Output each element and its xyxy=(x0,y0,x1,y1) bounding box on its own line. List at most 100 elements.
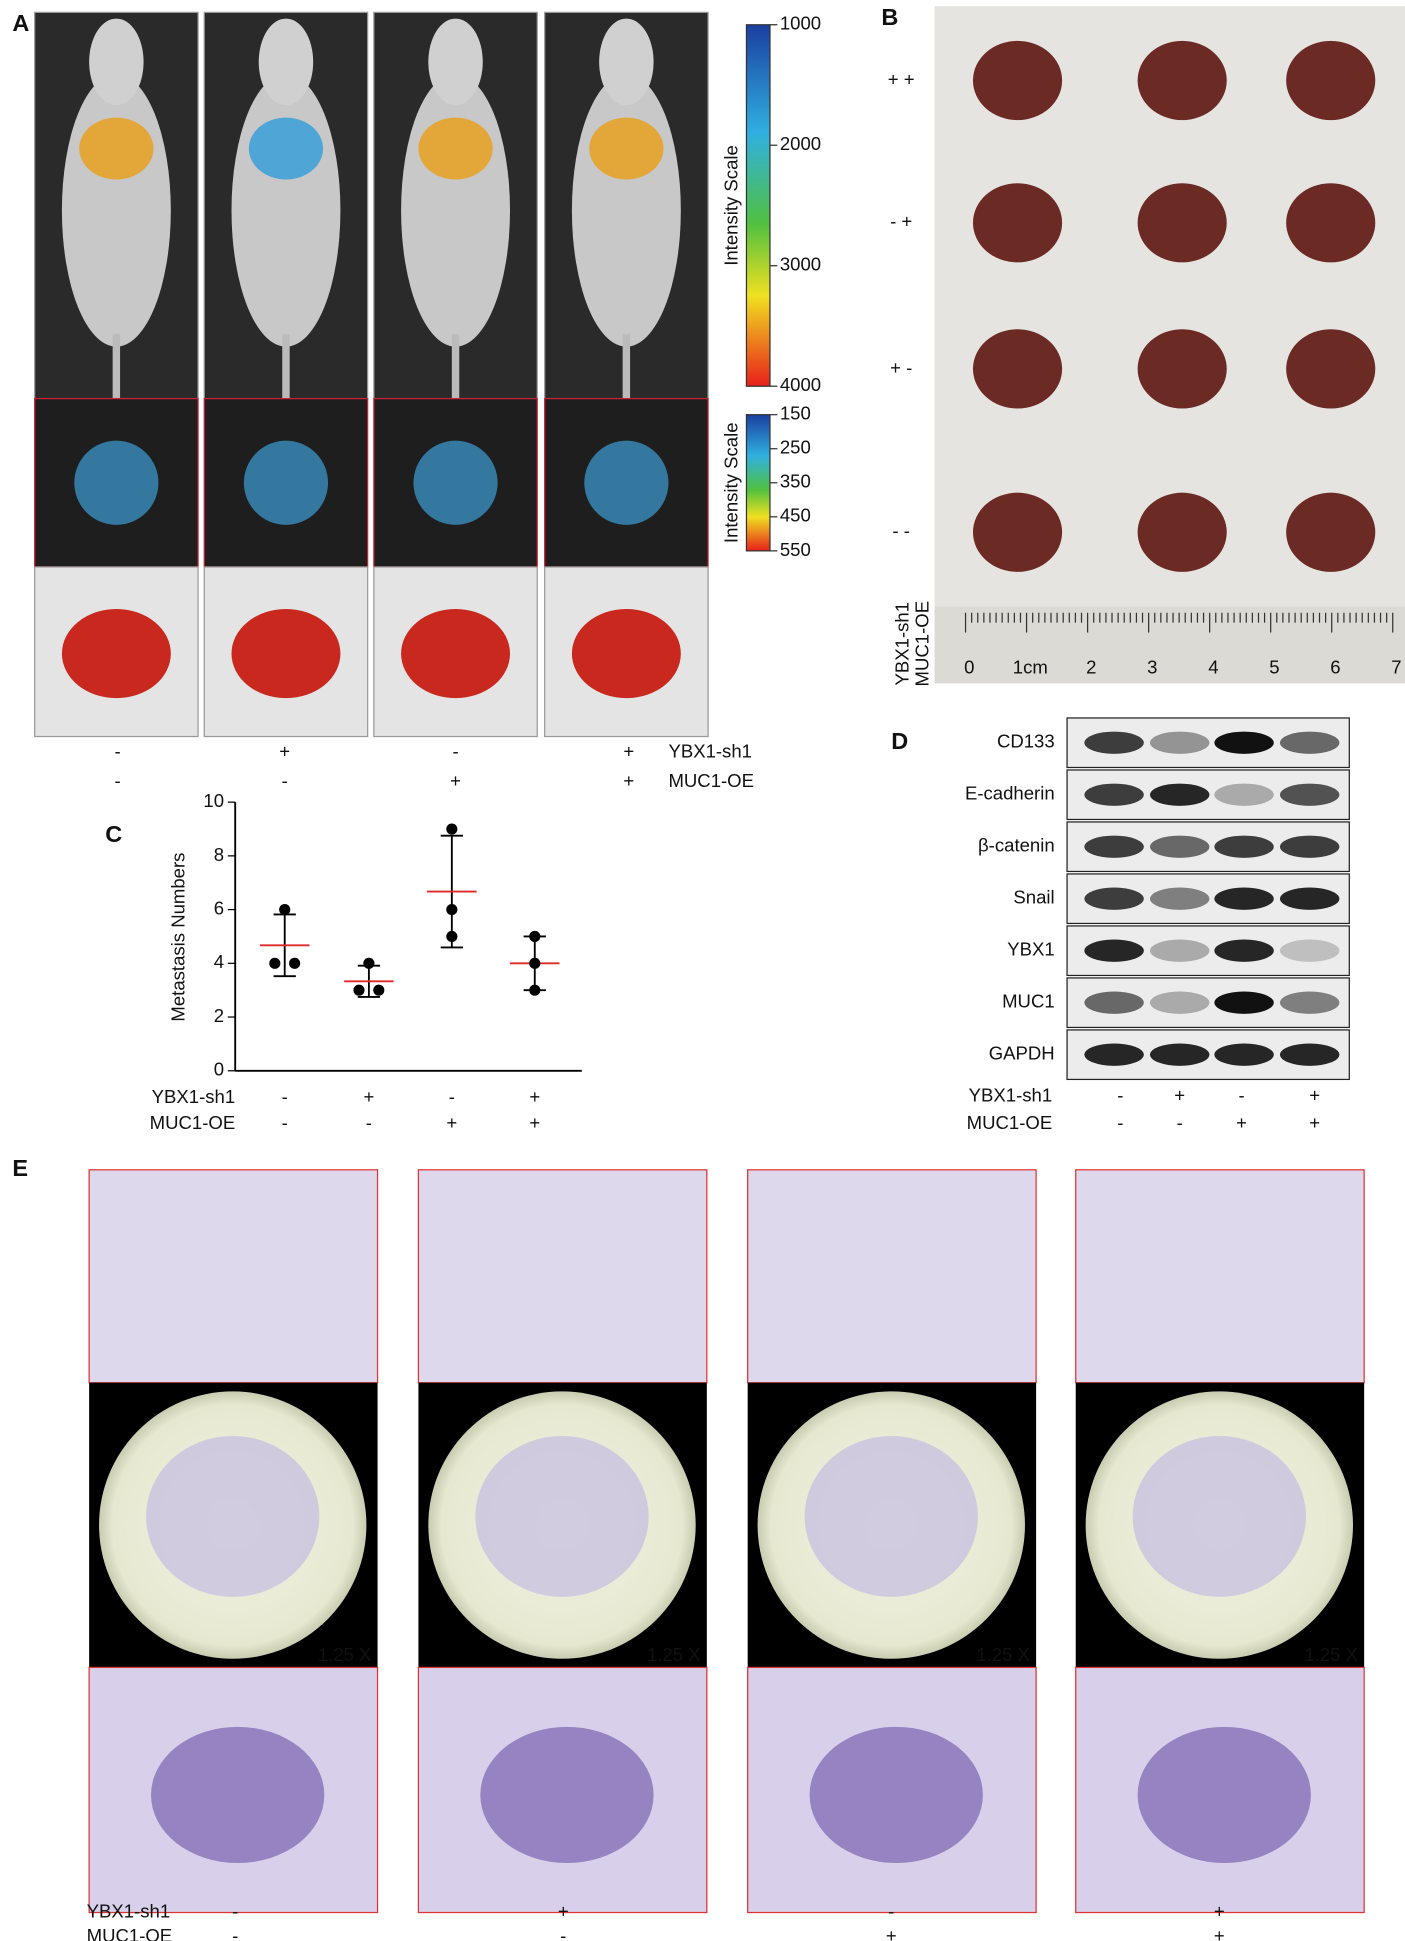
band xyxy=(1084,835,1144,858)
lung xyxy=(401,609,511,699)
lung-section xyxy=(1132,1435,1306,1597)
protein-label: YBX1 xyxy=(1007,939,1054,960)
magnification: 1.25 X xyxy=(318,1644,372,1665)
magnification: 1.25 X xyxy=(976,1644,1030,1665)
lung-signal xyxy=(413,440,498,525)
condition-sign: + xyxy=(886,1925,897,1941)
row-sign: + + xyxy=(888,68,915,89)
protein-label: MUC1 xyxy=(1002,991,1055,1012)
row-name: MUC1-OE xyxy=(911,601,932,687)
band xyxy=(1084,731,1144,754)
band xyxy=(1084,991,1144,1014)
y-tick-label: 8 xyxy=(214,844,224,865)
data-point xyxy=(269,957,281,969)
magnification: 1.25 X xyxy=(647,1644,701,1665)
band xyxy=(1149,783,1210,806)
data-point xyxy=(353,984,365,996)
lung xyxy=(972,183,1063,263)
condition-sign: + xyxy=(529,1112,540,1133)
condition-name: MUC1-OE xyxy=(150,1112,236,1133)
condition-sign: - xyxy=(366,1112,372,1133)
panel-a-images xyxy=(34,11,709,738)
band xyxy=(1279,783,1340,806)
lung xyxy=(1286,329,1376,409)
data-point xyxy=(446,823,458,835)
mouse xyxy=(61,74,171,347)
condition-name: YBX1-sh1 xyxy=(87,1900,171,1921)
condition-sign: + xyxy=(623,741,634,762)
band xyxy=(1214,939,1274,962)
y-tick-label: 4 xyxy=(214,951,224,972)
protein-label: GAPDH xyxy=(989,1043,1055,1064)
band xyxy=(1214,783,1274,806)
mouse xyxy=(401,74,511,347)
condition-sign: + xyxy=(623,770,634,791)
colorbar-label: 1000 xyxy=(780,13,821,34)
lung-signal xyxy=(584,440,669,525)
panel-label: A xyxy=(12,10,29,36)
band xyxy=(1084,887,1144,910)
ruler-label: 4 xyxy=(1208,656,1218,677)
condition-sign: + xyxy=(450,770,461,791)
y-tick-label: 2 xyxy=(214,1005,224,1026)
data-point xyxy=(446,904,458,916)
colorbar-label: 450 xyxy=(780,505,811,526)
he-top xyxy=(88,1169,379,1384)
lung xyxy=(1137,492,1227,572)
signal xyxy=(589,117,664,180)
lung xyxy=(1137,40,1227,121)
tumor xyxy=(809,1726,983,1864)
signal xyxy=(248,117,324,180)
band xyxy=(1149,731,1210,754)
panel-label: E xyxy=(12,1155,28,1181)
lung xyxy=(972,329,1063,409)
band xyxy=(1214,835,1274,858)
data-point xyxy=(446,930,458,943)
scale-title: Intensity Scale xyxy=(721,422,742,543)
tumor xyxy=(480,1726,654,1864)
colorbar-1 xyxy=(745,24,771,387)
colorbar-label: 3000 xyxy=(780,254,821,275)
condition-sign: - xyxy=(282,1086,288,1107)
lung-section xyxy=(146,1435,320,1597)
he-top xyxy=(1075,1169,1365,1384)
condition-sign: + xyxy=(1214,1900,1225,1921)
condition-sign: + xyxy=(446,1112,457,1133)
colorbar-label: 4000 xyxy=(780,374,821,395)
mouse xyxy=(231,74,341,347)
row-sign: - + xyxy=(890,211,912,232)
data-point xyxy=(529,930,541,943)
condition-sign: - xyxy=(1177,1112,1183,1133)
protein-label: β-catenin xyxy=(978,835,1055,856)
lung-signal xyxy=(74,440,159,525)
lung xyxy=(1137,183,1227,263)
colorbar-label: 350 xyxy=(780,471,811,492)
protein-label: CD133 xyxy=(997,731,1055,752)
ruler-label: 2 xyxy=(1086,656,1096,677)
colorbar-label: 150 xyxy=(780,403,811,424)
band xyxy=(1149,1043,1210,1066)
lung-section xyxy=(804,1435,978,1597)
condition-name: MUC1-OE xyxy=(668,770,754,791)
ruler xyxy=(934,606,1405,684)
scale-title: Intensity Scale xyxy=(721,145,742,266)
band xyxy=(1279,1043,1340,1066)
condition-sign: + xyxy=(1174,1085,1185,1106)
ruler-label: 0 xyxy=(964,656,974,677)
lung-signal xyxy=(243,440,329,525)
data-point xyxy=(529,984,541,996)
condition-sign: - xyxy=(232,1900,238,1921)
band xyxy=(1149,835,1210,858)
colorbar-label: 2000 xyxy=(780,133,821,154)
mouse xyxy=(571,74,681,347)
band xyxy=(1214,731,1274,754)
band xyxy=(1149,887,1210,910)
ruler-label: 1cm xyxy=(1013,656,1048,677)
band xyxy=(1279,887,1340,910)
y-tick-label: 10 xyxy=(203,790,224,811)
lung-section xyxy=(475,1435,649,1597)
mouse-head xyxy=(599,18,654,106)
band xyxy=(1149,939,1210,962)
band xyxy=(1149,991,1210,1014)
